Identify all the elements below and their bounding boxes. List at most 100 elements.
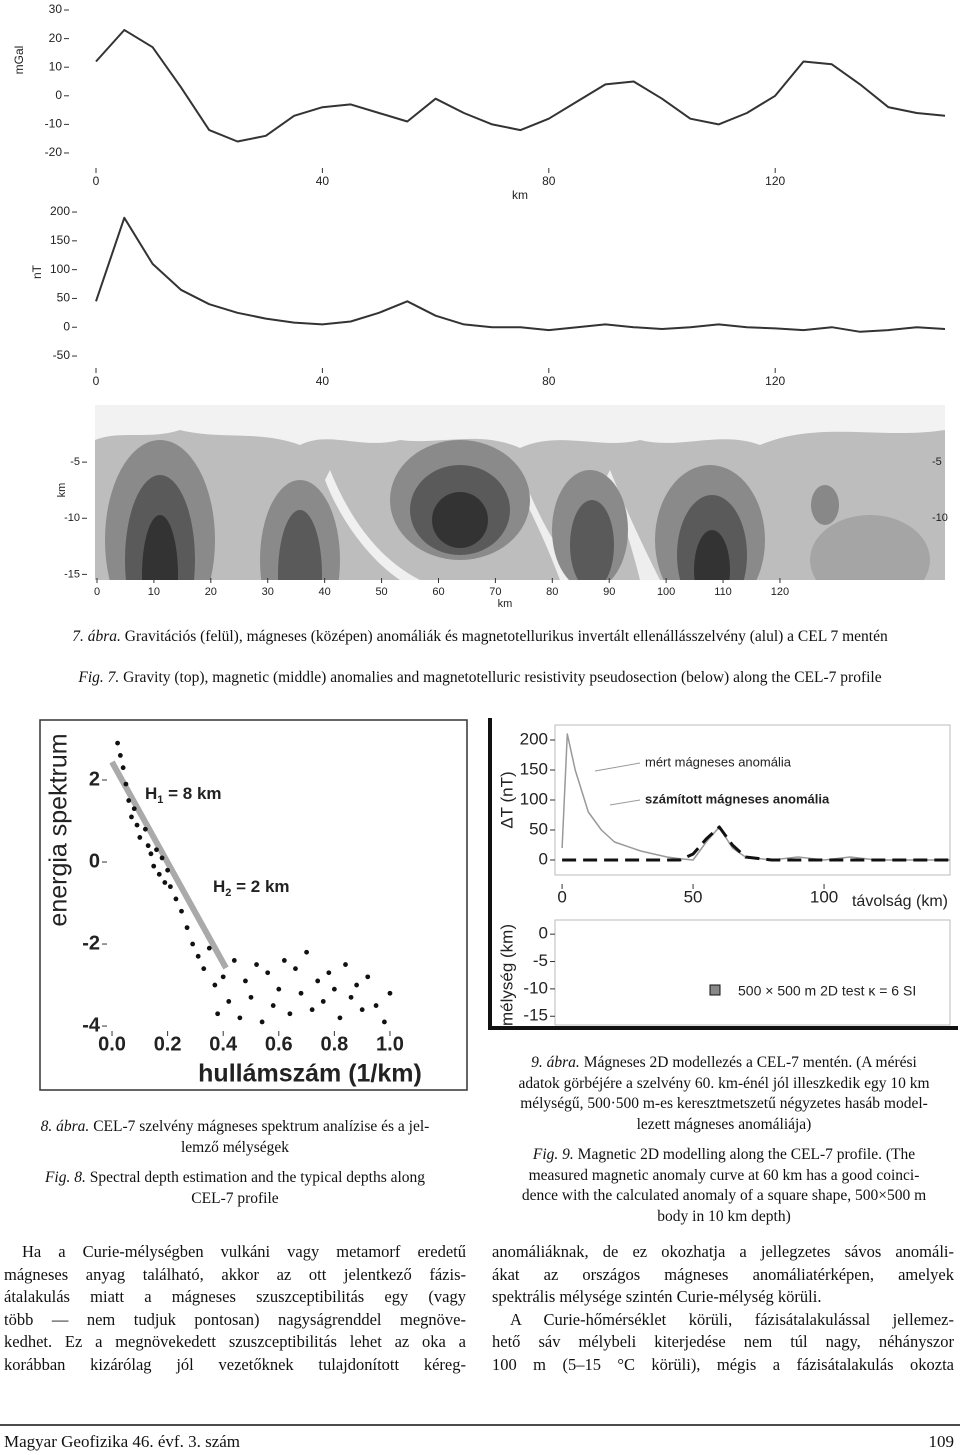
scatter-point: [129, 814, 134, 820]
x-tick-label: 0: [93, 374, 100, 388]
y-tick-label: 100: [520, 789, 548, 808]
scatter-point: [348, 994, 354, 1000]
data-line: [95, 216, 946, 333]
caption-label: Fig. 9.: [532, 1146, 574, 1163]
y-tick-label: -2: [82, 932, 100, 954]
fig9-frame: [488, 718, 958, 1030]
scatter-point: [167, 884, 173, 890]
scatter-point: [162, 880, 168, 885]
y-tick-label: 0: [539, 924, 548, 943]
scatter-point: [190, 941, 196, 947]
axis-title: ΔT (nT): [497, 771, 516, 828]
caption-line: body in 10 km depth): [657, 1207, 791, 1225]
scatter-point: [226, 999, 232, 1004]
footer-journal: Magyar Geofizika 46. évf. 3. szám: [4, 1432, 241, 1451]
scatter-point: [343, 962, 348, 967]
y-tick-label: 0: [55, 88, 62, 102]
caption-line: lezett mágneses anomáliája): [636, 1115, 812, 1133]
scatter-point: [220, 974, 226, 980]
y-tick-label: -10: [523, 978, 548, 997]
y-tick-label: 150: [50, 233, 70, 247]
scatter-point: [373, 1003, 379, 1008]
y-tick-label: -5: [70, 456, 80, 468]
y-tick-label: -50: [53, 348, 71, 362]
x-tick-label: 20: [205, 586, 217, 598]
pseudosection-image: [95, 405, 945, 580]
scatter-point: [293, 966, 298, 972]
scatter-point: [184, 925, 190, 931]
x-tick-label: 10: [148, 586, 160, 598]
scatter-point: [126, 798, 132, 803]
x-tick-label: 120: [765, 374, 785, 388]
caption-label: 8. ábra.: [40, 1118, 90, 1135]
y-tick-label: 0: [539, 849, 548, 868]
y-tick-label: 30: [49, 2, 63, 16]
body-column: anomáliáknak, de ez okozhatja a jellegze…: [492, 1241, 954, 1376]
x-tick-label: 30: [262, 586, 274, 598]
scatter-point: [154, 847, 159, 853]
y-tick-label: -4: [82, 1014, 101, 1036]
axis-title: km: [512, 188, 528, 202]
x-tick-label: 0.4: [209, 1033, 238, 1055]
x-tick-label: 0: [557, 887, 566, 906]
scatter-point: [309, 1007, 315, 1013]
x-tick-label: 120: [765, 174, 785, 188]
scatter-point: [165, 867, 171, 873]
body-line: mágneses anyag található, akkor az ott j…: [4, 1264, 466, 1284]
caption: 8. ábra. CEL-7 szelvény mágneses spektru…: [0, 1117, 470, 1209]
y-tick-label: -10: [64, 512, 80, 524]
legend-pointer: [609, 799, 641, 806]
annotation-text: H: [145, 784, 157, 803]
x-tick-label: 0: [94, 586, 100, 598]
x-tick-label: 60: [432, 586, 444, 598]
caption: 7. ábra. Gravitációs (felül), mágneses (…: [0, 627, 960, 648]
body-line: kedhet. Ez a megnövekedett szuszceptibil…: [4, 1332, 466, 1351]
scatter-point: [148, 851, 154, 857]
body-line: Ha a Curie-mélységben vulkáni vagy metam…: [22, 1242, 466, 1261]
axis-title: hullámszám (1/km): [198, 1060, 422, 1088]
scatter-point: [201, 966, 207, 972]
annotation: H2 = 2 km: [213, 877, 290, 898]
axis-title: energia spektrum: [45, 733, 73, 926]
scatter-point: [142, 826, 148, 832]
y-tick-label: -10: [45, 117, 63, 131]
y-tick-label: 200: [520, 729, 548, 748]
caption-line: adatok görbéjére a szelvény 60. km-énél …: [518, 1074, 930, 1092]
body-line: anomáliáknak, de ez okozhatja a jellegze…: [492, 1242, 954, 1261]
caption-line: measured magnetic anomaly curve at 60 km…: [528, 1166, 920, 1184]
scatter-point: [315, 978, 321, 984]
scatter-point: [304, 949, 309, 955]
scatter-point: [137, 835, 143, 840]
legend-label: 500 × 500 m 2D test κ = 6 SI: [738, 983, 916, 999]
caption-line: lemző mélységek: [180, 1138, 290, 1156]
fig8-frame: [39, 719, 468, 1091]
scatter-point: [365, 974, 371, 980]
scatter-point: [131, 806, 137, 812]
legend-label: számított mágneses anomália: [645, 791, 830, 806]
scatter-point: [298, 990, 304, 996]
caption-line: CEL-7 profile: [191, 1189, 279, 1207]
body-line: spektrális mélysége szintén Curie-mélysé…: [492, 1287, 822, 1306]
x-tick-label: 90: [603, 586, 615, 598]
data-line: [562, 825, 950, 862]
y-tick-label: 100: [50, 262, 70, 276]
x-tick-label: 0.6: [265, 1033, 293, 1055]
scatter-point: [276, 986, 282, 992]
body-column: Ha a Curie-mélységben vulkáni vagy metam…: [4, 1241, 466, 1376]
legend-marker: [709, 984, 721, 996]
annotation-rest: = 2 km: [231, 877, 289, 896]
scatter-point: [134, 822, 140, 828]
scatter-point: [354, 982, 360, 988]
x-tick-label: 0.0: [98, 1033, 126, 1055]
x-tick-label: 50: [375, 586, 387, 598]
caption-label: Fig. 8.: [44, 1169, 86, 1186]
caption-label: Fig. 7.: [78, 669, 120, 686]
body-line: korábban kizárólag jól vezetőknek tulajd…: [4, 1354, 466, 1374]
caption-line: 9. ábra. Mágneses 2D modellezés a CEL-7 …: [490, 1053, 958, 1074]
scatter-point: [231, 958, 237, 963]
scatter-point: [120, 765, 126, 771]
scatter-point: [331, 986, 337, 992]
y-tick-label-right: -10: [932, 512, 948, 524]
